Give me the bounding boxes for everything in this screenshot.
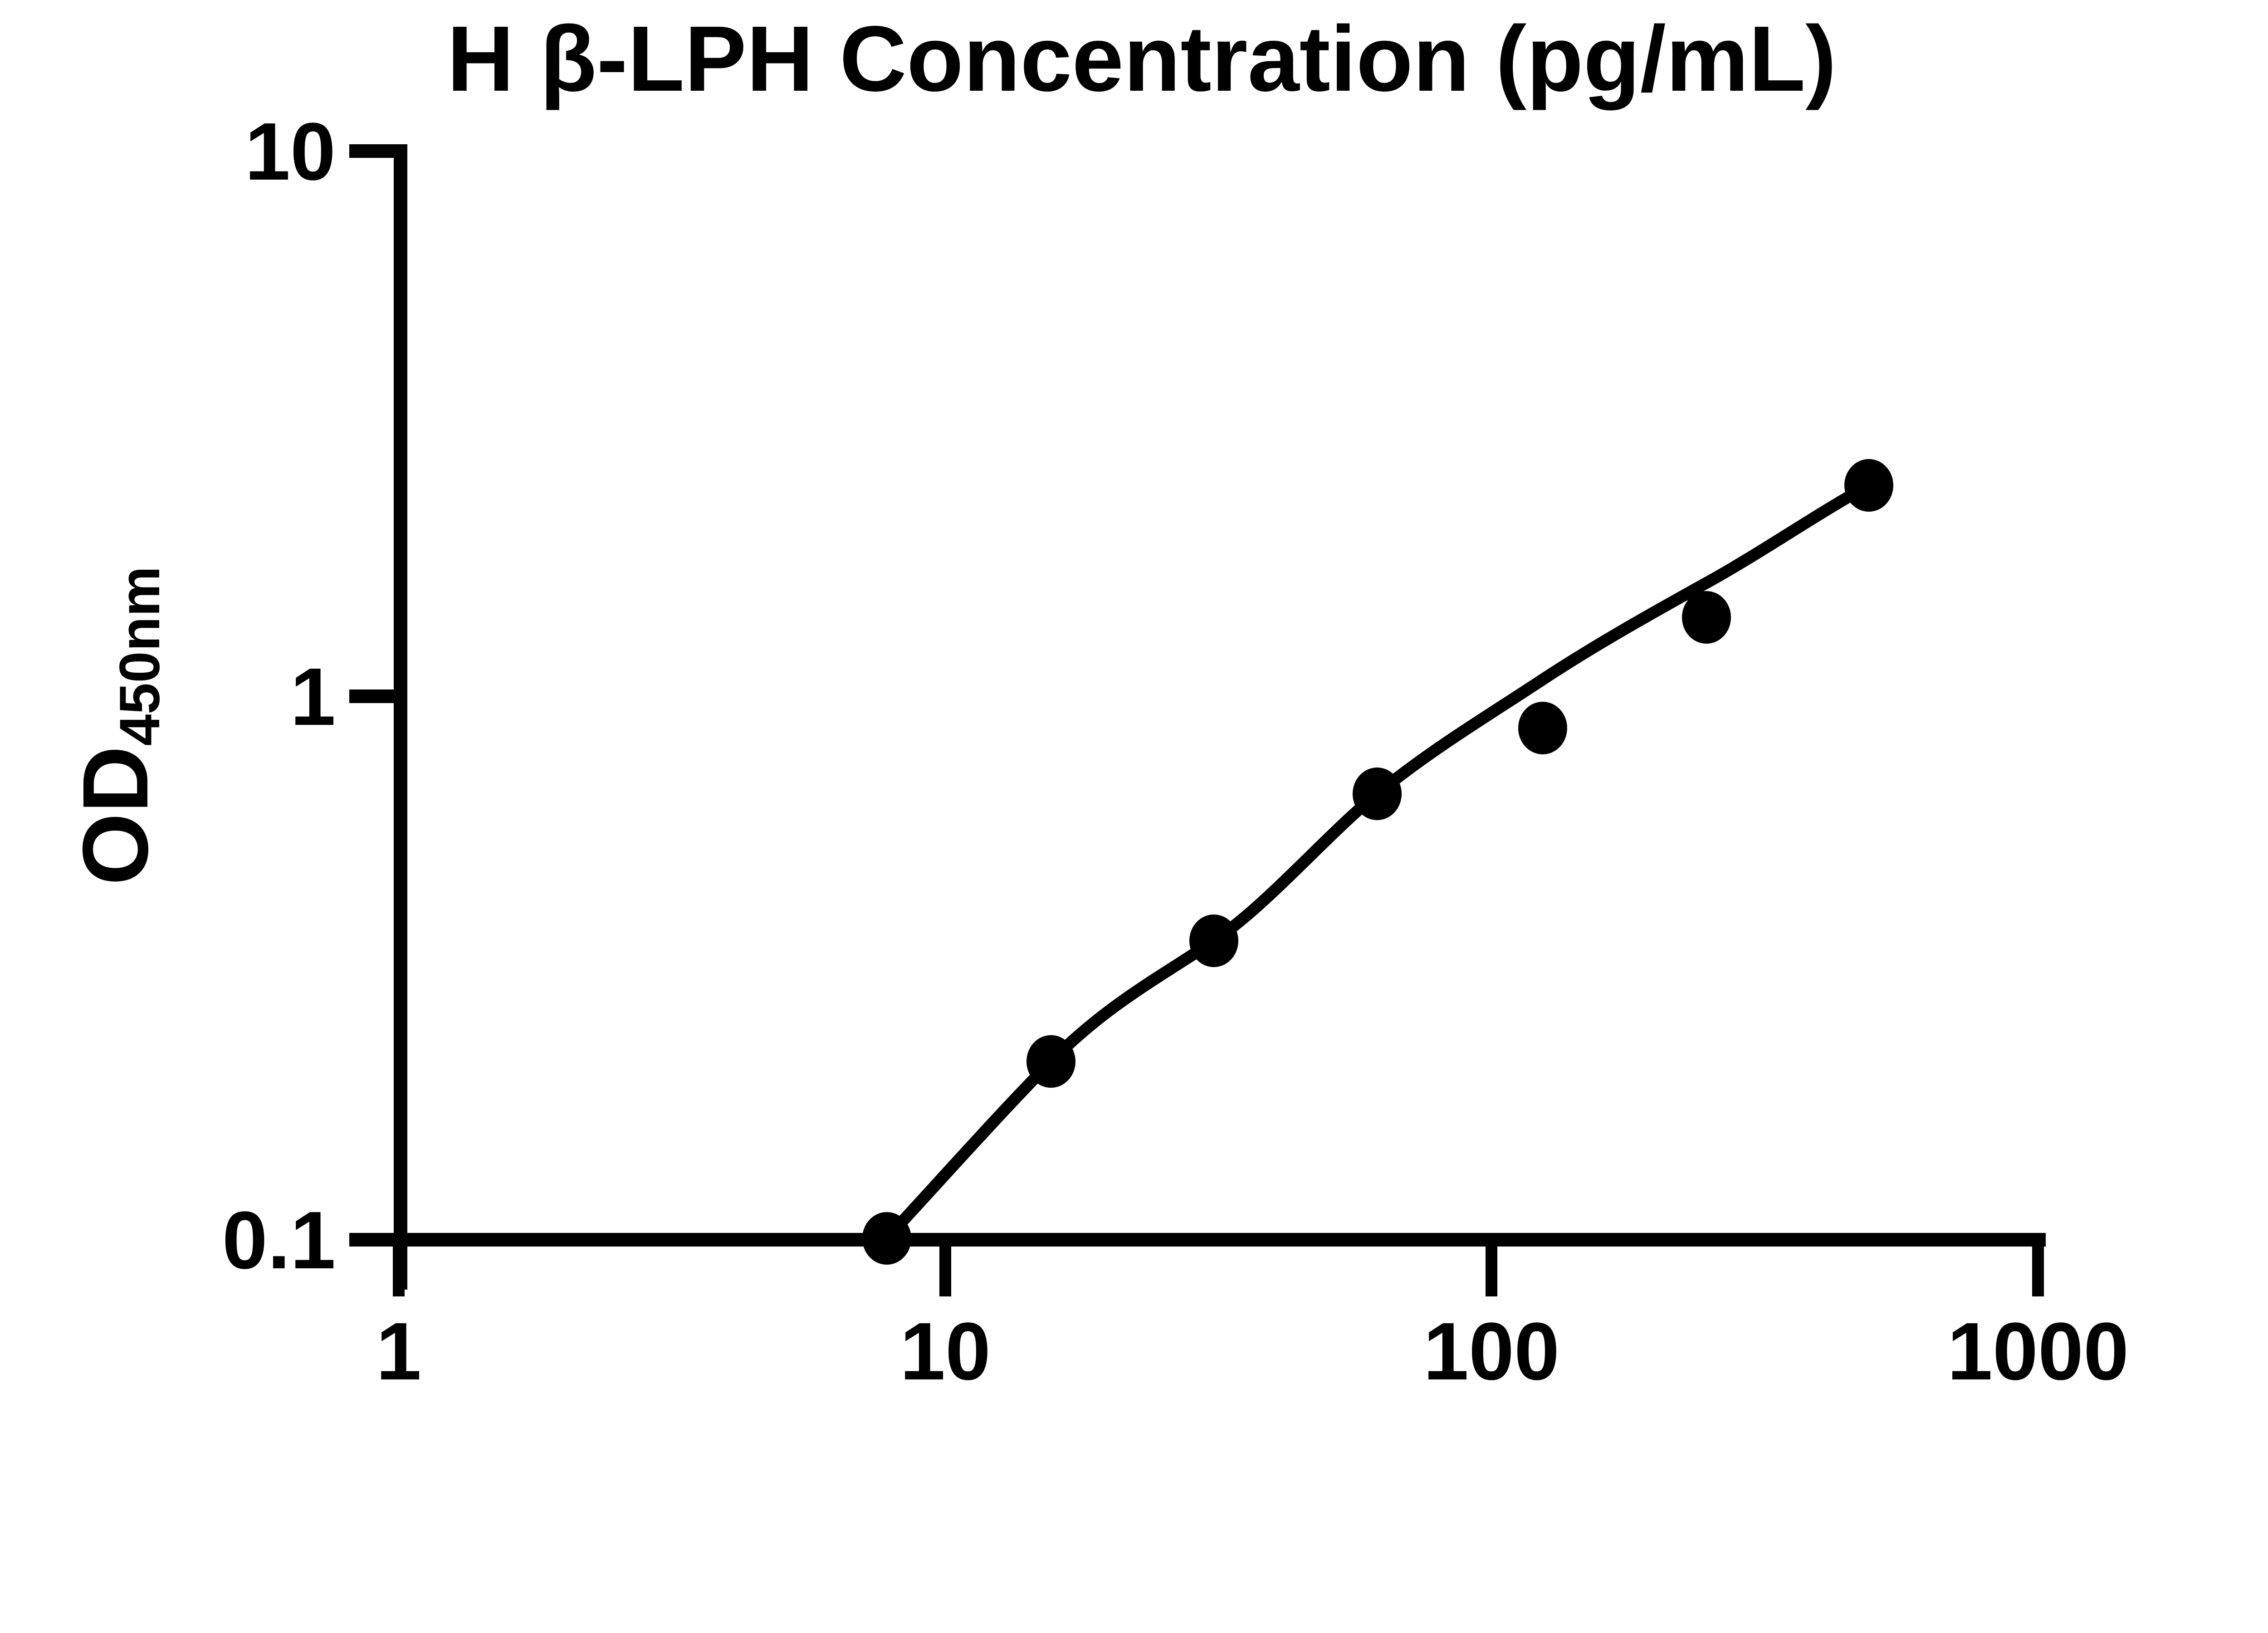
data-point[interactable] bbox=[1844, 459, 1893, 512]
x-tick-label-10: 10 bbox=[899, 1306, 991, 1397]
data-point[interactable] bbox=[1682, 591, 1731, 644]
x-tick-label-1: 1 bbox=[376, 1306, 422, 1397]
y-axis-spine bbox=[394, 144, 407, 1290]
y-tick-label-10: 10 bbox=[244, 106, 336, 197]
data-point[interactable] bbox=[1026, 1035, 1075, 1088]
axis-lines bbox=[358, 144, 2046, 1290]
y-tick-0-1 bbox=[349, 1233, 399, 1247]
y-axis-ticks bbox=[349, 144, 399, 1247]
y-axis-title: OD450nm bbox=[64, 454, 178, 998]
x-tick-10 bbox=[939, 1247, 951, 1296]
y-tick-10 bbox=[349, 144, 399, 158]
data-point[interactable] bbox=[1518, 702, 1567, 754]
data-point[interactable] bbox=[1353, 768, 1402, 820]
data-points bbox=[862, 459, 1893, 1265]
x-axis-title: H β-LPH Concentration (pg/mL) bbox=[447, 7, 1837, 111]
x-tick-1000 bbox=[2032, 1247, 2044, 1296]
data-point[interactable] bbox=[862, 1212, 911, 1265]
x-tick-label-1000: 1000 bbox=[1947, 1306, 2129, 1397]
y-axis-title-subscript: 450nm bbox=[108, 566, 171, 746]
x-axis-spine bbox=[358, 1233, 2046, 1247]
y-tick-label-1: 1 bbox=[290, 651, 336, 743]
x-tick-label-100: 100 bbox=[1423, 1306, 1560, 1397]
x-axis-ticks bbox=[393, 1247, 2044, 1296]
x-tick-100 bbox=[1486, 1247, 1497, 1296]
x-tick-1 bbox=[393, 1247, 405, 1296]
y-axis-title-main: OD bbox=[64, 746, 167, 885]
y-tick-label-0-1: 0.1 bbox=[222, 1195, 336, 1286]
y-tick-1 bbox=[349, 689, 399, 703]
data-point[interactable] bbox=[1189, 914, 1238, 967]
